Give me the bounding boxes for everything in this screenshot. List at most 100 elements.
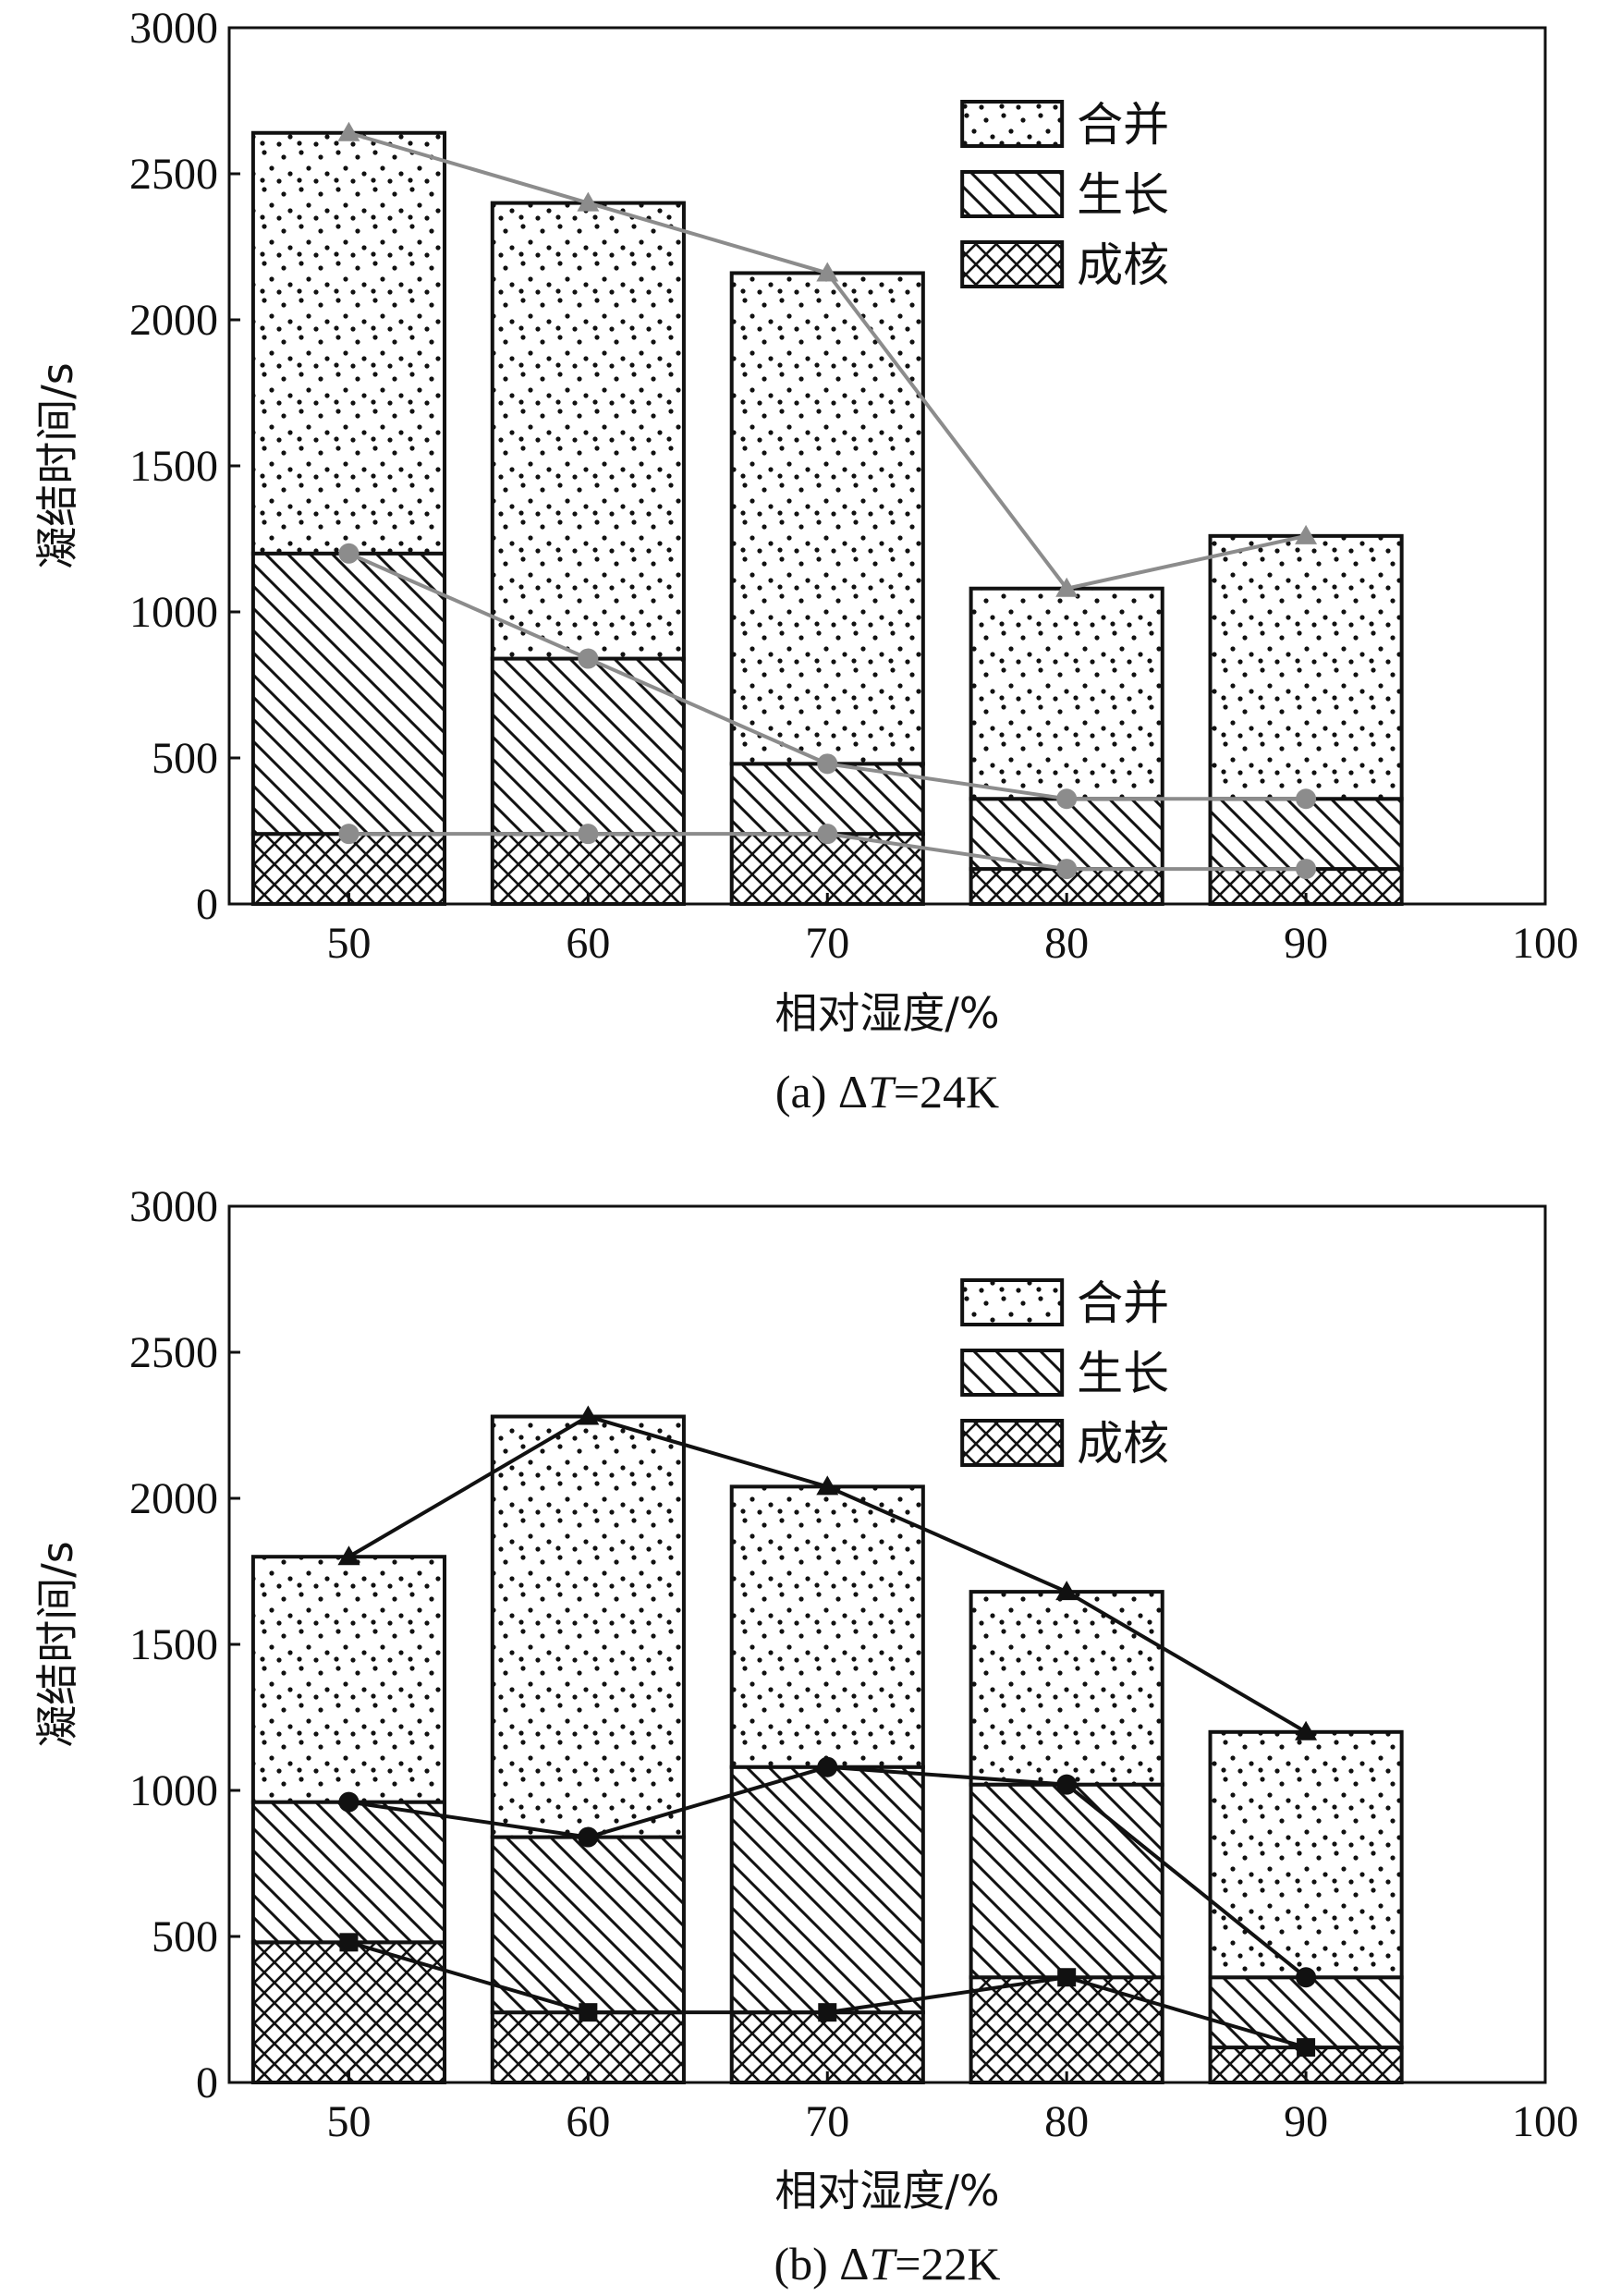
triangle-marker xyxy=(1055,577,1079,597)
bar-segment xyxy=(729,1765,925,2015)
bar-segment xyxy=(490,1835,686,2015)
square-marker xyxy=(339,1933,359,1952)
y-ticks-b: 0 500 1000 1500 2000 2500 3000 xyxy=(129,1182,240,2107)
y-tick-label: 2500 xyxy=(129,1328,218,1377)
circle-marker xyxy=(817,1756,838,1777)
legend-label: 生长 xyxy=(1077,1347,1169,1400)
circle-marker xyxy=(1056,859,1078,880)
square-marker xyxy=(818,2003,837,2022)
legend-label: 合并 xyxy=(1077,98,1169,152)
bar-segment xyxy=(1208,1975,1404,2050)
caption-a: (a) ΔT=24K xyxy=(775,1066,999,1117)
legend-swatch xyxy=(960,100,1065,148)
x-tick-label: 90 xyxy=(1284,2097,1328,2146)
circle-marker xyxy=(1056,788,1078,810)
legend-swatch xyxy=(960,1278,1065,1326)
circle-marker xyxy=(338,543,360,564)
bar-segment xyxy=(729,1484,925,1769)
y-tick-label: 2500 xyxy=(129,150,218,199)
bar-segment xyxy=(490,201,686,661)
caption-b-var: T xyxy=(869,2238,897,2290)
circle-marker xyxy=(578,648,599,669)
x-ticks-a: 50 60 70 80 90 100 xyxy=(326,893,1579,968)
bar-segment xyxy=(250,1555,447,1804)
bar-segment xyxy=(729,271,925,766)
y-axis-label-b: 凝结时间/s xyxy=(32,1541,82,1747)
circle-marker xyxy=(817,753,838,775)
legend-swatch xyxy=(960,1349,1065,1397)
caption-a-var: T xyxy=(868,1066,896,1117)
x-tick-label: 50 xyxy=(326,2097,371,2146)
y-tick-label: 1500 xyxy=(129,1620,218,1669)
circle-marker xyxy=(338,1791,360,1813)
triangle-marker xyxy=(1295,524,1318,544)
legend-swatch xyxy=(960,170,1065,218)
y-tick-label: 1500 xyxy=(129,442,218,491)
y-tick-label: 500 xyxy=(152,1912,218,1961)
x-tick-label: 80 xyxy=(1044,919,1089,968)
y-tick-label: 2000 xyxy=(129,1474,218,1523)
bars-b xyxy=(250,1414,1404,2085)
circle-marker xyxy=(578,1826,599,1848)
lines-b xyxy=(337,1405,1318,2058)
triangle-marker xyxy=(1055,1581,1079,1601)
triangle-marker xyxy=(816,262,839,282)
triangle-marker xyxy=(337,121,360,141)
bar-segment xyxy=(490,656,686,837)
caption-b-prefix: (b) Δ xyxy=(774,2238,869,2290)
x-tick-label: 50 xyxy=(326,919,371,968)
lines-a xyxy=(337,121,1318,880)
caption-a-prefix: (a) Δ xyxy=(775,1066,868,1117)
chart-a: 50 60 70 80 90 100 0 500 1000 1500 2000 2500 3000 合… xyxy=(32,4,1579,1117)
legend-label: 成核 xyxy=(1077,1417,1169,1471)
triangle-marker xyxy=(577,1405,600,1425)
x-tick-label: 70 xyxy=(805,919,849,968)
circle-marker xyxy=(1296,1967,1317,1988)
circle-marker xyxy=(1296,859,1317,880)
legend-swatch xyxy=(960,240,1065,288)
y-ticks-a: 0 500 1000 1500 2000 2500 3000 xyxy=(129,4,240,929)
bar-segment xyxy=(250,130,447,556)
y-tick-label: 0 xyxy=(196,2058,218,2107)
x-axis-label-a: 相对湿度/% xyxy=(774,988,999,1038)
square-marker xyxy=(1057,1968,1077,1987)
square-marker xyxy=(579,2003,598,2022)
x-tick-label: 90 xyxy=(1284,919,1328,968)
circle-marker xyxy=(817,824,838,845)
y-tick-label: 3000 xyxy=(129,1182,218,1231)
triangle-marker xyxy=(337,1545,360,1566)
x-axis-label-b: 相对湿度/% xyxy=(774,2166,999,2216)
legend-label: 生长 xyxy=(1077,168,1169,222)
x-tick-label: 100 xyxy=(1512,919,1579,968)
y-tick-label: 2000 xyxy=(129,296,218,345)
bar-segment xyxy=(969,586,1164,801)
bar-segment xyxy=(250,1800,447,1945)
triangle-marker xyxy=(1295,1720,1318,1740)
x-tick-label: 70 xyxy=(805,2097,849,2146)
bar-segment xyxy=(969,1975,1164,2084)
bar-segment xyxy=(1208,533,1404,801)
bar-segment xyxy=(490,1414,686,1839)
circle-marker xyxy=(1296,788,1317,810)
bar-segment xyxy=(490,2010,686,2084)
chart-b: 50 60 70 80 90 100 0 500 1000 1500 2000 2500 3000 合… xyxy=(32,1182,1579,2290)
y-axis-label-a: 凝结时间/s xyxy=(32,362,82,568)
bar-segment xyxy=(1208,1729,1404,1980)
caption-a-suffix: =24K xyxy=(894,1066,999,1117)
triangle-marker xyxy=(577,191,600,212)
circle-marker xyxy=(1056,1774,1078,1795)
caption-b-suffix: =22K xyxy=(895,2238,1000,2290)
legend-label: 成核 xyxy=(1077,238,1169,292)
legend-label: 合并 xyxy=(1077,1276,1169,1330)
bars-a xyxy=(250,130,1404,907)
bar-segment xyxy=(1208,797,1404,872)
triangle-marker xyxy=(816,1475,839,1496)
y-tick-label: 3000 xyxy=(129,4,218,53)
y-tick-label: 0 xyxy=(196,880,218,929)
bar-segment xyxy=(250,551,447,837)
x-tick-label: 80 xyxy=(1044,2097,1089,2146)
x-ticks-b: 50 60 70 80 90 100 xyxy=(326,2071,1579,2146)
